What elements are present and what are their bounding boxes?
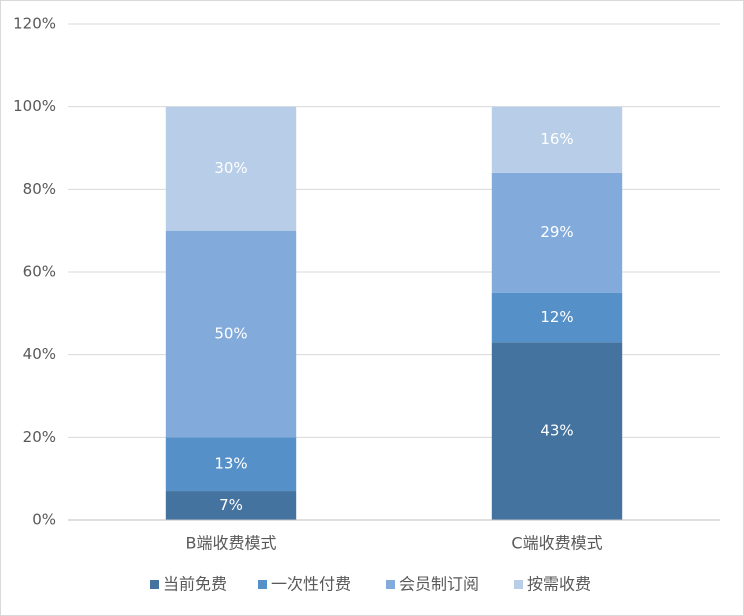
y-tick-label: 0% [32,511,56,529]
legend-label: 一次性付费 [271,575,351,594]
x-tick-label: B端收费模式 [186,534,277,553]
bar-segment [165,491,297,520]
data-label: 29% [540,223,573,241]
bar-segment [165,230,297,438]
legend-label: 会员制订阅 [399,575,479,594]
data-label: 12% [540,308,573,326]
data-label: 16% [540,130,573,148]
data-label: 50% [214,325,247,343]
legend-label: 按需收费 [527,575,591,594]
bar-segment [491,342,623,520]
y-tick-label: 120% [13,15,56,33]
y-tick-label: 80% [23,180,56,198]
legend-swatch [258,580,267,589]
legend-label: 当前免费 [163,575,227,594]
bar-segment [165,437,297,492]
y-tick-label: 20% [23,428,56,446]
bar-segment [491,292,623,343]
bar-segment [165,106,297,231]
x-tick-label: C端收费模式 [511,534,602,553]
y-tick-label: 60% [23,263,56,281]
y-tick-label: 40% [23,345,56,363]
bar-segment [491,172,623,293]
y-tick-label: 100% [13,97,56,115]
bar-segment [491,106,623,173]
data-label: 7% [219,496,243,514]
data-label: 30% [214,159,247,177]
legend-swatch [386,580,395,589]
data-label: 13% [214,455,247,473]
data-label: 43% [540,422,573,440]
legend-swatch [150,580,159,589]
legend-swatch [514,580,523,589]
